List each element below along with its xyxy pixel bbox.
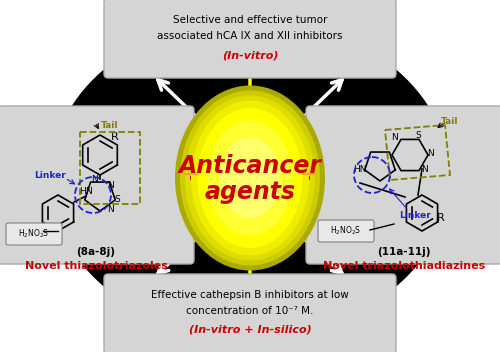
Text: N: N <box>392 132 398 142</box>
Text: associated hCA IX and XII inhibitors: associated hCA IX and XII inhibitors <box>157 31 343 41</box>
FancyBboxPatch shape <box>6 223 62 245</box>
Text: HN: HN <box>353 165 367 175</box>
Ellipse shape <box>185 95 315 260</box>
Text: N: N <box>84 188 91 196</box>
Ellipse shape <box>191 101 309 256</box>
Text: agents: agents <box>204 180 296 204</box>
Text: H: H <box>78 188 86 196</box>
Text: (In-vitro): (In-vitro) <box>222 51 278 61</box>
FancyBboxPatch shape <box>0 106 194 264</box>
Text: N: N <box>426 149 434 157</box>
Text: Effective cathepsin B inhibitors at low: Effective cathepsin B inhibitors at low <box>151 290 349 300</box>
Text: Tail: Tail <box>442 118 459 126</box>
Ellipse shape <box>175 86 325 270</box>
Text: Novel triazolothiadiazines: Novel triazolothiadiazines <box>323 261 485 271</box>
Text: (8a-8j): (8a-8j) <box>76 247 116 257</box>
Text: R: R <box>437 213 445 223</box>
Text: H$_2$NO$_2$S: H$_2$NO$_2$S <box>330 225 362 237</box>
Text: N: N <box>422 165 428 175</box>
Text: N: N <box>108 181 114 189</box>
Text: Selective and effective tumor: Selective and effective tumor <box>173 15 327 25</box>
FancyBboxPatch shape <box>306 106 500 264</box>
Text: (In-vitro + In-silico): (In-vitro + In-silico) <box>188 325 312 335</box>
FancyArrowPatch shape <box>258 170 306 186</box>
Text: R: R <box>111 132 119 142</box>
FancyBboxPatch shape <box>104 274 396 352</box>
Ellipse shape <box>50 19 450 337</box>
Text: Anticancer: Anticancer <box>178 154 322 178</box>
Text: concentration of 10⁻⁷ M.: concentration of 10⁻⁷ M. <box>186 306 314 316</box>
Text: S: S <box>114 195 120 205</box>
FancyBboxPatch shape <box>104 0 396 78</box>
Text: (11a-11j): (11a-11j) <box>378 247 431 257</box>
Ellipse shape <box>198 108 302 248</box>
Ellipse shape <box>220 138 280 218</box>
Text: Linker: Linker <box>399 210 431 220</box>
Text: Novel thiazolotriazoles: Novel thiazolotriazoles <box>24 261 168 271</box>
Text: Tail: Tail <box>101 121 119 131</box>
Text: N: N <box>106 206 114 214</box>
Ellipse shape <box>180 90 320 265</box>
FancyArrowPatch shape <box>194 170 242 186</box>
Text: N: N <box>92 175 98 183</box>
Text: Linker: Linker <box>34 170 66 180</box>
FancyBboxPatch shape <box>318 220 374 242</box>
Text: S: S <box>415 131 421 139</box>
Text: H$_2$NO$_2$S: H$_2$NO$_2$S <box>18 228 50 240</box>
Ellipse shape <box>208 120 292 235</box>
